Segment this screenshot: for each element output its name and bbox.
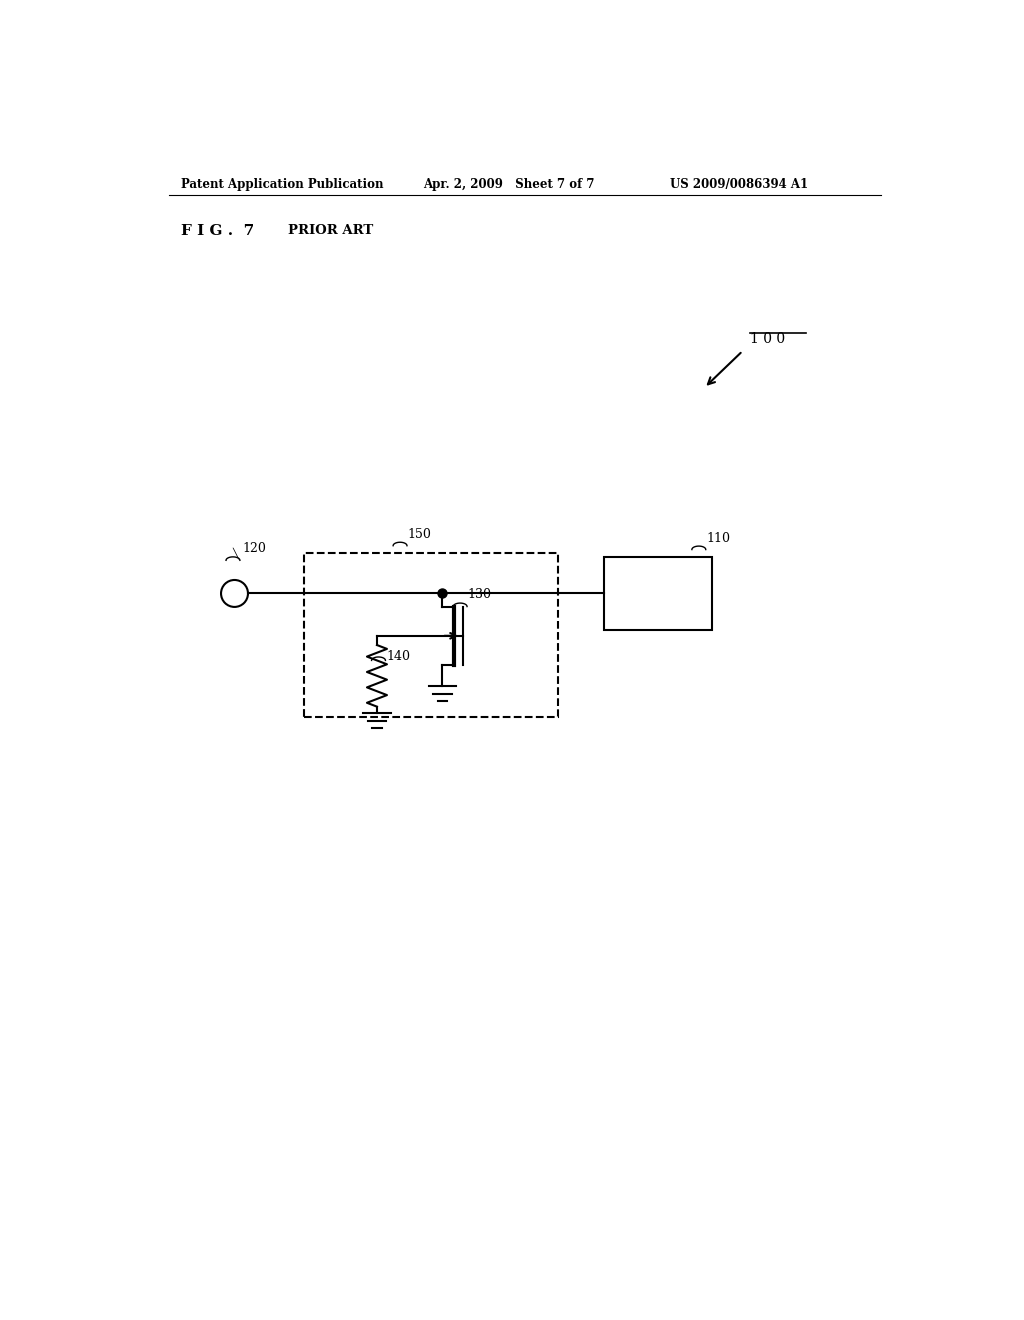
Text: US 2009/0086394 A1: US 2009/0086394 A1 <box>670 178 808 190</box>
Bar <box>604 557 712 630</box>
Text: 130: 130 <box>468 589 492 601</box>
Text: 110: 110 <box>707 532 730 545</box>
Text: PRIOR ART: PRIOR ART <box>289 224 374 236</box>
Text: F I G .  7: F I G . 7 <box>180 224 254 238</box>
Text: 1 0 0: 1 0 0 <box>751 331 785 346</box>
Text: Apr. 2, 2009   Sheet 7 of 7: Apr. 2, 2009 Sheet 7 of 7 <box>423 178 595 190</box>
Text: 150: 150 <box>408 528 432 541</box>
Text: 120: 120 <box>243 543 266 554</box>
Text: 140: 140 <box>386 649 411 663</box>
Text: ╲: ╲ <box>232 546 238 558</box>
Text: Patent Application Publication: Patent Application Publication <box>180 178 383 190</box>
Bar <box>304 553 558 717</box>
